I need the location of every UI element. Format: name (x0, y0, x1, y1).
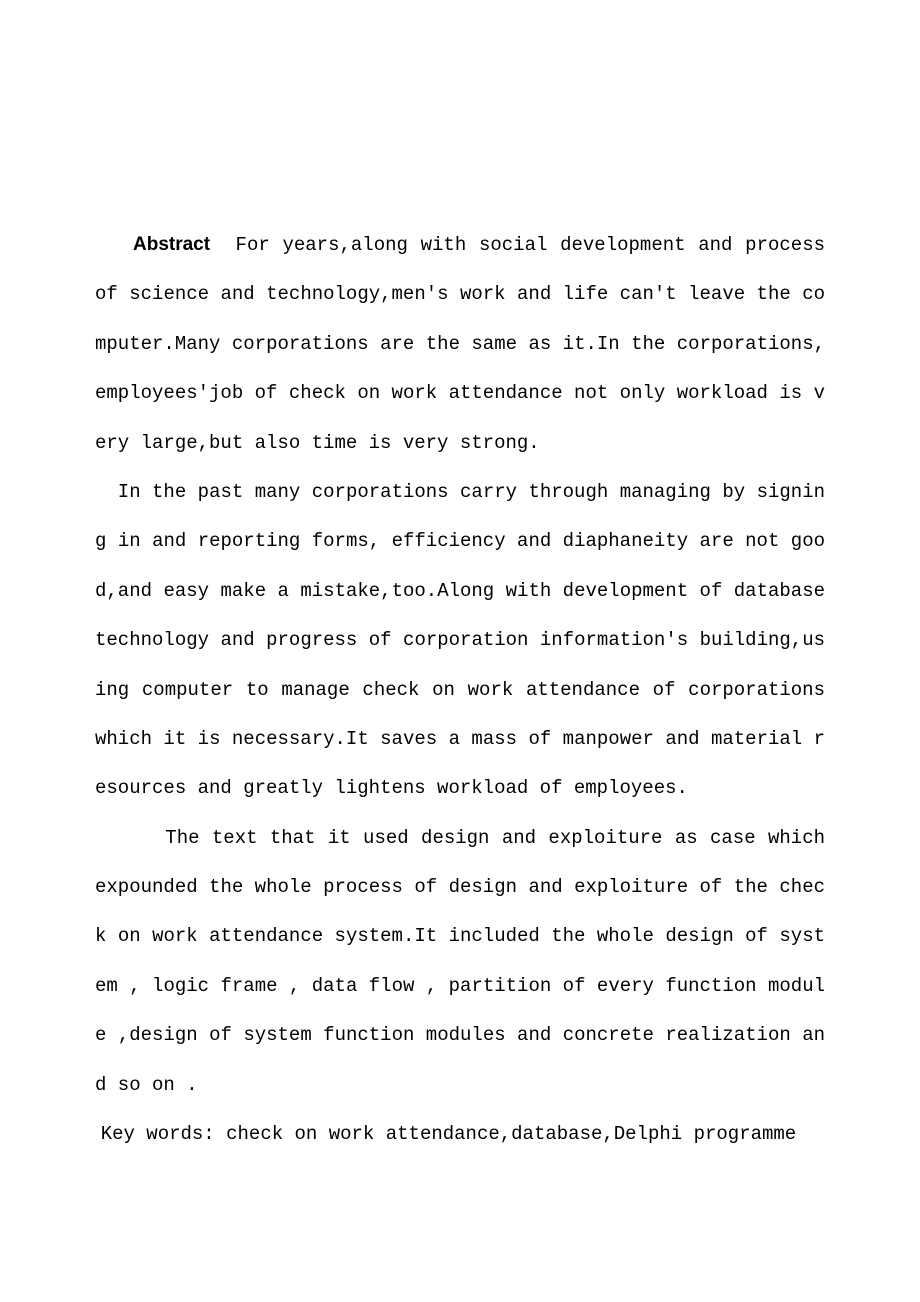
abstract-paragraph-1: Abstract For years,along with social dev… (95, 220, 825, 468)
abstract-text-3: The text that it used design and exploit… (95, 827, 825, 1096)
abstract-label: Abstract (133, 234, 210, 255)
document-body: Abstract For years,along with social dev… (95, 220, 825, 1159)
abstract-paragraph-3: The text that it used design and exploit… (95, 814, 825, 1110)
keywords-text: Key words: check on work attendance,data… (101, 1123, 797, 1145)
abstract-paragraph-2: In the past many corporations carry thro… (95, 468, 825, 814)
keywords-line: Key words: check on work attendance,data… (95, 1110, 825, 1159)
abstract-text-1: For years,along with social development … (95, 234, 825, 454)
abstract-text-2: In the past many corporations carry thro… (95, 481, 825, 799)
